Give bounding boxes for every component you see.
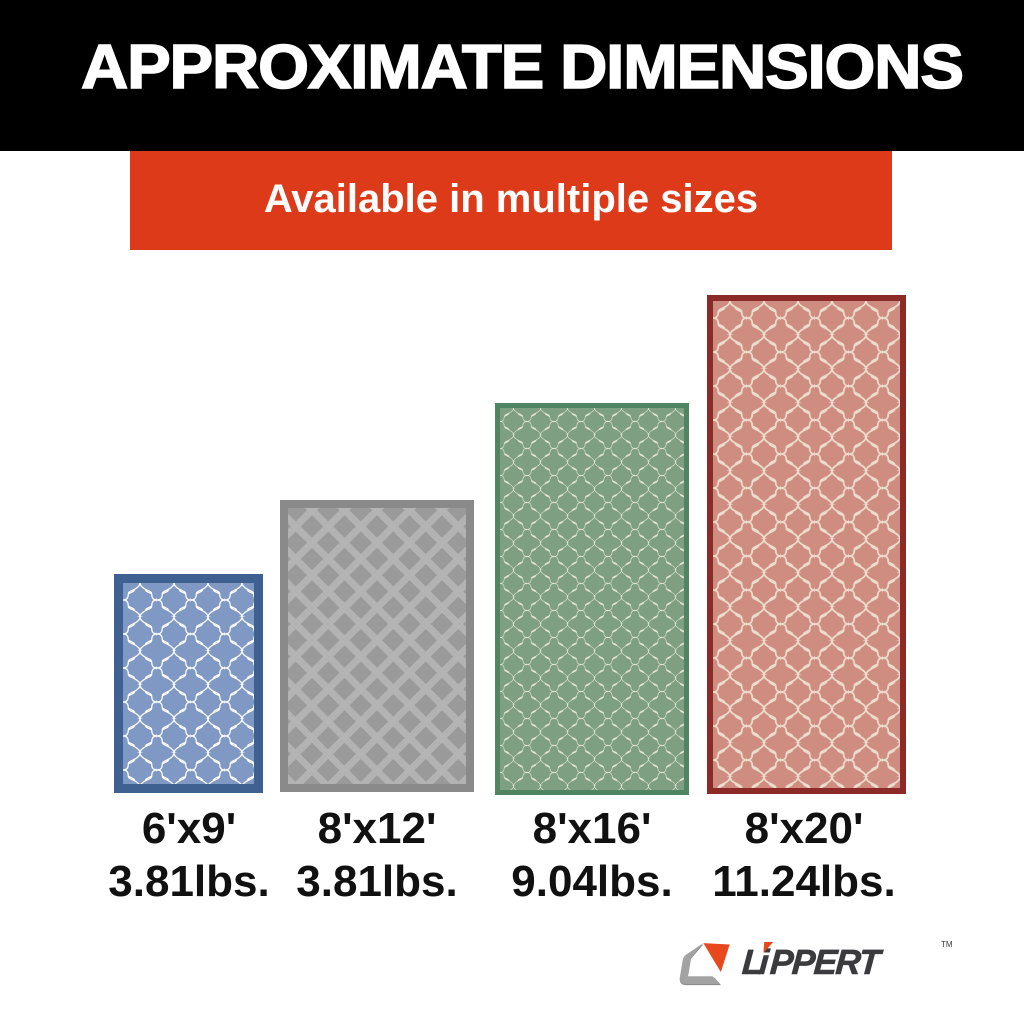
svg-text:TM: TM: [941, 940, 953, 949]
svg-text:PPERT: PPERT: [769, 943, 884, 982]
